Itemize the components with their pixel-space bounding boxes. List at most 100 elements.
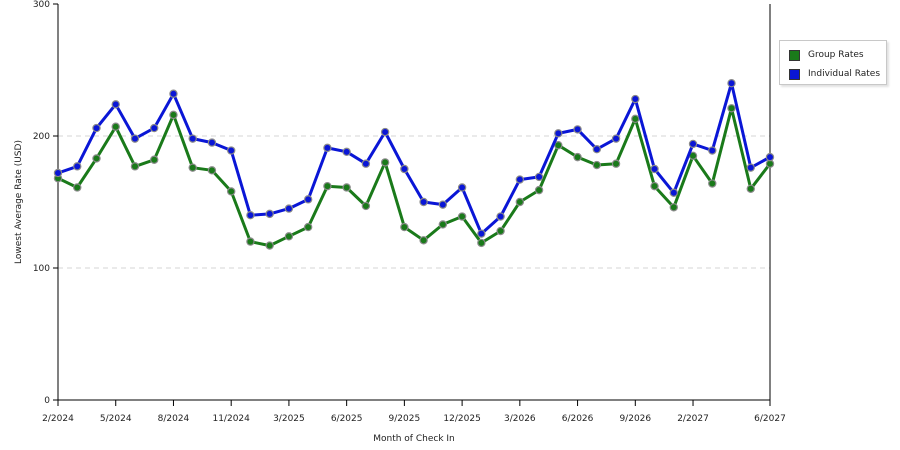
data-point-individual-rates — [169, 89, 178, 98]
data-point-individual-rates — [246, 210, 255, 220]
data-point-individual-rates — [534, 172, 544, 182]
data-point-individual-rates — [323, 143, 332, 153]
data-point-individual-rates — [727, 78, 736, 88]
data-point-individual-rates — [669, 188, 678, 197]
data-point-individual-rates — [226, 146, 236, 155]
data-point-individual-rates — [303, 195, 313, 204]
data-point-group-rates — [708, 179, 717, 188]
data-point-individual-rates — [92, 123, 101, 133]
data-point-group-rates — [169, 110, 178, 120]
x-tick-label: 5/2024 — [100, 414, 132, 424]
data-point-individual-rates — [765, 152, 775, 162]
data-point-individual-rates — [477, 229, 486, 238]
data-point-group-rates — [130, 162, 140, 171]
data-point-individual-rates — [573, 125, 582, 134]
data-point-individual-rates — [554, 129, 563, 138]
data-point-group-rates — [592, 160, 602, 170]
data-point-individual-rates — [419, 197, 428, 207]
data-point-individual-rates — [515, 175, 525, 184]
data-point-group-rates — [188, 163, 197, 172]
data-point-group-rates — [380, 158, 390, 167]
x-tick-label: 11/2024 — [212, 414, 250, 424]
y-tick-label: 100 — [33, 264, 50, 274]
data-point-group-rates — [207, 166, 217, 175]
data-point-individual-rates — [746, 163, 755, 172]
x-axis-title: Month of Check In — [373, 434, 455, 444]
data-point-group-rates — [111, 122, 120, 131]
data-point-individual-rates — [438, 200, 448, 209]
x-tick-label: 12/2025 — [443, 414, 480, 424]
data-point-individual-rates — [650, 164, 659, 174]
series-lines — [53, 78, 775, 250]
data-point-group-rates — [631, 114, 640, 124]
data-point-group-rates — [669, 203, 678, 212]
data-point-group-rates — [150, 155, 159, 164]
data-point-group-rates — [496, 226, 505, 236]
legend-label-individual-rates: Individual Rates — [808, 69, 881, 79]
y-ticks: 0 100 200 300 — [33, 0, 58, 406]
data-point-group-rates — [746, 184, 755, 193]
x-tick-label: 3/2025 — [273, 414, 305, 424]
data-point-group-rates — [611, 159, 621, 168]
data-point-individual-rates — [688, 139, 698, 149]
data-point-individual-rates — [457, 183, 467, 192]
y-axis-title: Lowest Average Rate (USD) — [14, 140, 24, 264]
data-point-group-rates — [92, 154, 101, 163]
data-point-individual-rates — [400, 164, 409, 174]
data-point-group-rates — [727, 104, 736, 113]
data-point-group-rates — [515, 197, 525, 207]
x-tick-label: 8/2024 — [158, 414, 190, 424]
data-point-individual-rates — [361, 159, 371, 168]
data-point-group-rates — [226, 187, 236, 196]
series-line-individual-rates — [57, 81, 771, 236]
data-point-individual-rates — [130, 134, 140, 143]
data-point-group-rates — [477, 238, 486, 248]
data-point-group-rates — [400, 222, 409, 232]
data-point-individual-rates — [265, 209, 274, 219]
legend-label-group-rates: Group Rates — [808, 50, 864, 60]
data-point-group-rates — [265, 241, 274, 250]
data-point-group-rates — [573, 152, 582, 162]
x-tick-label: 9/2025 — [389, 414, 421, 424]
data-point-group-rates — [361, 201, 371, 211]
x-tick-label: 2/2027 — [677, 414, 709, 424]
data-point-group-rates — [650, 181, 659, 191]
data-point-individual-rates — [611, 134, 621, 143]
data-point-individual-rates — [53, 168, 63, 178]
data-point-individual-rates — [284, 204, 294, 213]
legend-item-individual-rates: Individual Rates — [789, 67, 880, 81]
y-tick-label: 0 — [44, 396, 50, 406]
x-tick-label: 9/2026 — [619, 414, 651, 424]
y-tick-label: 300 — [33, 0, 50, 10]
data-point-individual-rates — [496, 212, 505, 221]
data-point-group-rates — [246, 237, 255, 246]
x-tick-label: 6/2025 — [331, 414, 363, 424]
data-point-group-rates — [342, 183, 351, 192]
data-point-group-rates — [438, 220, 448, 229]
data-point-group-rates — [303, 222, 313, 232]
data-point-group-rates — [534, 185, 544, 195]
legend-item-group-rates: Group Rates — [789, 48, 864, 62]
data-point-individual-rates — [111, 100, 120, 109]
legend-swatch-group-rates — [789, 49, 800, 61]
series-line-group-rates — [57, 106, 772, 248]
data-point-individual-rates — [631, 94, 640, 104]
data-point-individual-rates — [73, 162, 82, 171]
data-point-individual-rates — [342, 147, 351, 157]
data-point-individual-rates — [188, 134, 197, 143]
data-point-group-rates — [419, 236, 428, 245]
x-ticks: 2/2024 5/2024 8/2024 11/2024 3/2025 6/2025 9/2… — [42, 400, 786, 424]
grid-lines — [58, 135, 770, 269]
data-point-individual-rates — [592, 144, 602, 154]
data-point-individual-rates — [150, 123, 159, 133]
data-point-group-rates — [323, 181, 332, 191]
plot-area — [58, 4, 770, 400]
data-point-group-rates — [284, 232, 294, 241]
x-tick-label: 6/2026 — [562, 414, 594, 424]
legend-swatch-individual-rates — [789, 68, 800, 80]
x-tick-label: 2/2024 — [42, 414, 74, 424]
data-point-group-rates — [554, 141, 563, 150]
data-point-group-rates — [457, 212, 467, 221]
x-tick-label: 3/2026 — [504, 414, 536, 424]
